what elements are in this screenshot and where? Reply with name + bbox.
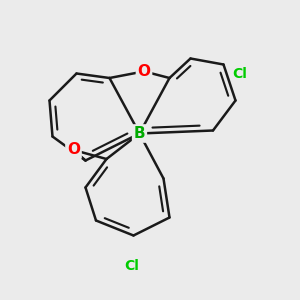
- Text: Cl: Cl: [124, 259, 140, 272]
- Text: O: O: [67, 142, 80, 158]
- Text: Cl: Cl: [232, 67, 247, 80]
- Text: B: B: [134, 126, 145, 141]
- Text: O: O: [137, 64, 151, 80]
